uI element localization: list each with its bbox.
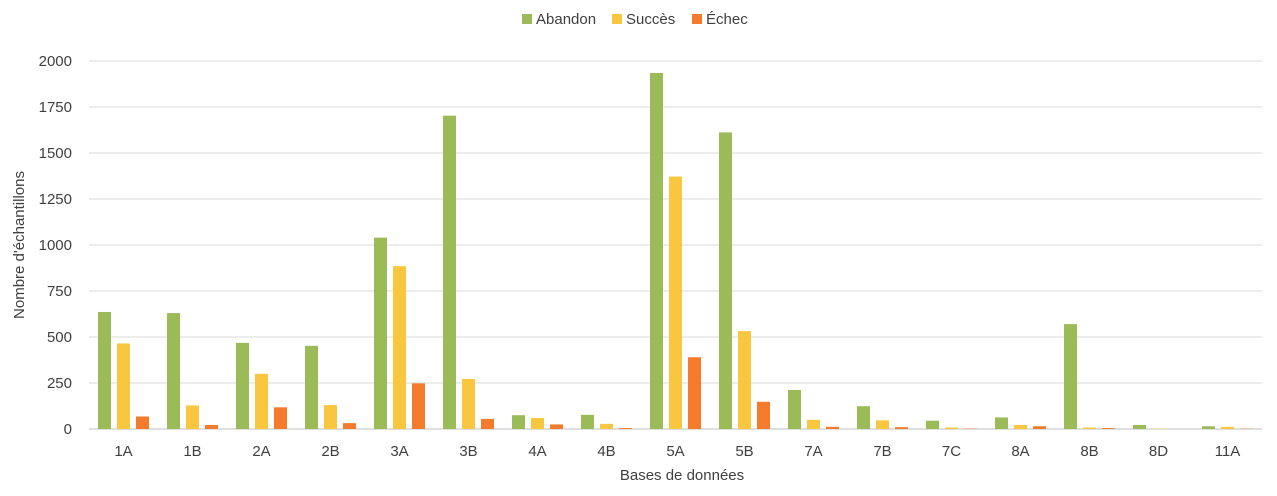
bar-abandon-3b: [443, 116, 456, 429]
legend-label: Abandon: [536, 11, 596, 28]
y-tick-label: 2000: [39, 53, 72, 70]
x-tick-label: 2A: [252, 443, 270, 460]
bar-abandon-8b: [1064, 324, 1077, 429]
bar-abandon-11a: [1202, 426, 1215, 429]
y-tick-label: 750: [47, 283, 72, 300]
x-tick-label: 7C: [942, 443, 961, 460]
bar-succès-5b: [738, 331, 751, 429]
x-tick-label: 4A: [528, 443, 546, 460]
bar-abandon-1a: [98, 312, 111, 429]
bar-abandon-4b: [581, 415, 594, 429]
bar-échec-2a: [274, 407, 287, 429]
bar-abandon-3a: [374, 238, 387, 429]
bar-succès-5a: [669, 177, 682, 429]
bar-échec-4b: [619, 428, 632, 429]
x-tick-label: 5A: [666, 443, 684, 460]
x-tick-label: 7A: [804, 443, 822, 460]
bar-échec-7a: [826, 427, 839, 429]
bar-abandon-5a: [650, 73, 663, 429]
bar-succès-4b: [600, 424, 613, 429]
bar-succès-4a: [531, 418, 544, 429]
bar-succès-11a: [1221, 427, 1234, 429]
bar-abandon-2b: [305, 346, 318, 429]
x-tick-label: 8B: [1080, 443, 1098, 460]
bar-échec-1a: [136, 416, 149, 429]
legend-swatch-abandon: [522, 14, 532, 24]
bar-abandon-4a: [512, 415, 525, 429]
legend: Abandon Succès Échec: [522, 11, 748, 28]
bar-abandon-8a: [995, 417, 1008, 429]
y-tick-label: 1750: [39, 99, 72, 116]
x-tick-label: 2B: [321, 443, 339, 460]
bar-succès-1b: [186, 405, 199, 429]
x-tick-label: 3B: [459, 443, 477, 460]
bar-succès-2a: [255, 374, 268, 429]
bar-succès-2b: [324, 405, 337, 429]
x-axis-title: Bases de données: [620, 467, 744, 484]
bar-abandon-7b: [857, 406, 870, 429]
bar-échec-2b: [343, 423, 356, 429]
bar-succès-1a: [117, 343, 130, 429]
legend-swatch-succès: [612, 14, 622, 24]
bar-échec-5b: [757, 402, 770, 429]
x-tick-label: 8D: [1149, 443, 1168, 460]
y-tick-label: 1250: [39, 191, 72, 208]
bar-échec-3b: [481, 419, 494, 429]
x-tick-label: 1A: [114, 443, 132, 460]
bar-échec-1b: [205, 425, 218, 429]
x-tick-label: 7B: [873, 443, 891, 460]
bar-échec-5a: [688, 357, 701, 429]
bars: [98, 73, 1253, 429]
x-tick-label: 1B: [183, 443, 201, 460]
bar-succès-3b: [462, 379, 475, 429]
bar-échec-3a: [412, 383, 425, 429]
bar-abandon-1b: [167, 313, 180, 429]
y-tick-label: 0: [64, 421, 72, 438]
legend-swatch-échec: [692, 14, 702, 24]
x-tick-label: 11A: [1215, 443, 1241, 460]
y-tick-label: 1500: [39, 145, 72, 162]
y-tick-label: 1000: [39, 237, 72, 254]
x-tick-label: 4B: [597, 443, 615, 460]
legend-label: Succès: [626, 11, 675, 28]
bar-abandon-7a: [788, 390, 801, 429]
bar-succès-7c: [945, 428, 958, 429]
bar-échec-8b: [1102, 428, 1115, 429]
bar-abandon-7c: [926, 421, 939, 429]
y-axis-ticks: 0 250 500 750 1000 1250 1500 1750 2000: [39, 53, 72, 438]
bar-succès-3a: [393, 266, 406, 429]
bar-succès-8a: [1014, 425, 1027, 429]
x-tick-label: 8A: [1011, 443, 1029, 460]
bar-succès-7b: [876, 420, 889, 429]
x-axis-ticks: 1A 1B 2A 2B 3A 3B 4A 4B 5A 5B 7A 7B 7C 8A 8B 8D 11A: [114, 443, 1240, 460]
legend-label: Échec: [706, 11, 748, 28]
y-axis-title: Nombre d'échantillons: [11, 171, 28, 319]
y-tick-label: 250: [47, 375, 72, 392]
bar-échec-7b: [895, 427, 908, 429]
bar-échec-4a: [550, 424, 563, 429]
y-tick-label: 500: [47, 329, 72, 346]
bar-abandon-2a: [236, 343, 249, 429]
bar-échec-8a: [1033, 426, 1046, 429]
x-tick-label: 5B: [735, 443, 753, 460]
bar-succès-8b: [1083, 428, 1096, 429]
bar-abandon-8d: [1133, 425, 1146, 429]
x-tick-label: 3A: [390, 443, 408, 460]
bar-abandon-5b: [719, 132, 732, 429]
bar-succès-7a: [807, 420, 820, 429]
